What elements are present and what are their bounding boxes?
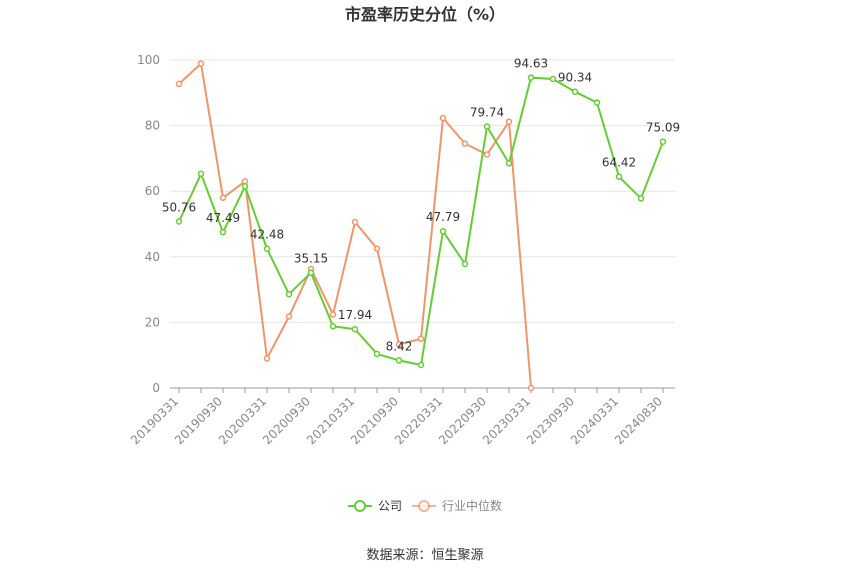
data-label-layer: 50.76 47.49 42.48 35.15 17.94 8.42 47.79 79.74 9… [162, 57, 680, 354]
company-point[interactable] [483, 123, 491, 130]
company-point[interactable] [241, 183, 249, 190]
axis-layer: 0204060801002019033120190930202003312020… [128, 53, 675, 447]
company-point[interactable] [263, 245, 271, 252]
data-label: 94.63 [514, 57, 548, 71]
y-tick-label: 0 [152, 381, 160, 395]
industry-point[interactable] [439, 114, 447, 122]
data-label: 47.49 [206, 211, 240, 225]
legend-company-marker [354, 500, 366, 512]
legend-item-company[interactable]: 公司 [348, 499, 402, 513]
industry-point[interactable] [395, 341, 403, 348]
industry-point[interactable] [527, 384, 535, 392]
industry-point[interactable] [351, 218, 359, 226]
company-point[interactable] [307, 269, 315, 276]
legend-company-label: 公司 [378, 499, 402, 513]
y-tick-label: 20 [145, 315, 160, 329]
company-point[interactable] [351, 325, 359, 333]
industry-point[interactable] [263, 355, 271, 362]
y-tick-label: 60 [145, 184, 160, 198]
data-label: 79.74 [470, 105, 504, 119]
company-point[interactable] [527, 74, 535, 81]
data-label: 17.94 [338, 308, 372, 322]
company-point[interactable] [571, 88, 579, 95]
company-point[interactable] [395, 357, 403, 364]
data-label: 8.42 [386, 339, 413, 353]
industry-point[interactable] [461, 140, 469, 147]
series-company [175, 74, 667, 369]
y-tick-label: 40 [145, 250, 160, 264]
industry-point[interactable] [219, 194, 227, 202]
series-industry-median [175, 60, 535, 392]
legend-item-industry[interactable]: 行业中位数 [412, 498, 502, 513]
industry-point[interactable] [483, 151, 491, 158]
legend-industry-marker [418, 500, 430, 512]
data-label: 75.09 [646, 121, 680, 135]
data-label: 64.42 [602, 156, 636, 170]
company-point[interactable] [549, 75, 557, 83]
company-point[interactable] [373, 350, 381, 358]
data-label: 90.34 [558, 71, 592, 85]
y-tick-label: 80 [145, 119, 160, 133]
company-point[interactable] [219, 228, 227, 236]
legend: 公司 行业中位数 [348, 498, 502, 513]
data-label: 47.79 [426, 210, 460, 224]
data-label: 35.15 [294, 252, 328, 266]
chart-title: 市盈率历史分位（%） [345, 5, 505, 24]
company-point[interactable] [329, 323, 337, 330]
company-point[interactable] [615, 173, 623, 180]
company-point[interactable] [439, 227, 447, 235]
data-label: 42.48 [250, 228, 284, 242]
company-line [178, 76, 664, 367]
company-point[interactable] [593, 99, 601, 106]
legend-industry-label: 行业中位数 [442, 498, 502, 513]
x-tick-label: 20240830 [612, 394, 665, 447]
industry-point[interactable] [373, 245, 381, 252]
industry-point[interactable] [285, 313, 293, 320]
industry-point[interactable] [329, 311, 337, 318]
industry-point[interactable] [505, 118, 513, 125]
company-point[interactable] [461, 260, 469, 268]
industry-point[interactable] [197, 60, 205, 67]
company-point[interactable] [175, 218, 183, 225]
data-source: 数据来源：恒生聚源 [366, 548, 483, 563]
y-tick-label: 100 [137, 53, 160, 67]
company-point[interactable] [285, 290, 293, 298]
data-label: 50.76 [162, 201, 196, 215]
company-point[interactable] [197, 170, 205, 178]
industry-point[interactable] [175, 80, 183, 88]
series-layer [175, 60, 667, 392]
company-point[interactable] [637, 195, 645, 202]
company-point[interactable] [505, 160, 513, 167]
industry-point[interactable] [417, 335, 425, 343]
company-point[interactable] [659, 138, 667, 145]
company-point[interactable] [417, 361, 425, 369]
